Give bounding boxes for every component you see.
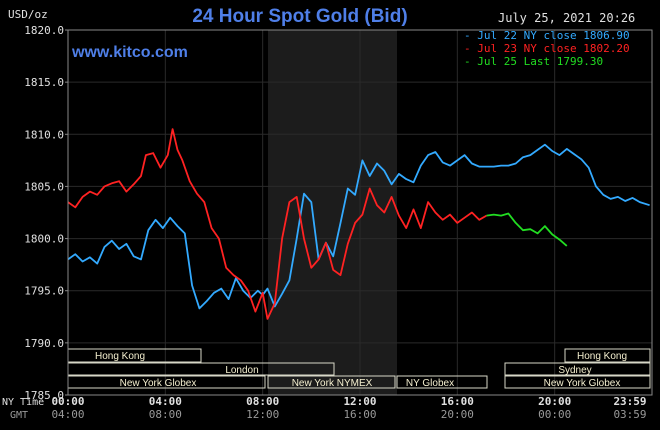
x-tick-label-ny: 12:00 [343,395,376,408]
y-tick-label: 1800.0 [24,233,64,246]
y-tick-label: 1810.0 [24,128,64,141]
y-tick-label: 1815.0 [24,76,64,89]
x-tick-label-gmt: 00:00 [538,408,571,421]
x-tick-label-ny: 04:00 [149,395,182,408]
series-group [67,128,650,320]
y-axis-ticks: 1820.0 1815.0 1810.0 1805.0 1800.0 1795.0 1790… [24,24,68,402]
gmt-caption: GMT [10,410,28,421]
session-london: London [225,365,258,376]
y-tick-label: 1805.0 [24,180,64,193]
session-hong-kong: Hong Kong [95,351,145,362]
legend-entry-jul23: - Jul 23 NY close 1802.20 [464,42,630,55]
plot-frame [67,29,653,396]
session-new-york-globex: New York Globex [120,378,197,389]
legend: - Jul 22 NY close 1806.90 - Jul 23 NY cl… [464,29,630,68]
session-sydney: Sydney [558,365,591,376]
y-tick-label: 1785.0 [24,389,64,402]
chart-title: 24 Hour Spot Gold (Bid) [192,6,407,27]
legend-entry-jul25: - Jul 25 Last 1799.30 [464,55,603,68]
x-tick-label-ny: 20:00 [538,395,571,408]
x-tick-label-ny: 08:00 [246,395,279,408]
y-tick-label: 1820.0 [24,24,64,37]
x-tick-label-gmt: 04:00 [51,408,84,421]
y-tick-label: 1795.0 [24,285,64,298]
x-tick-label-gmt: 03:59 [613,408,646,421]
x-axis-ticks: 00:0004:0004:0008:0008:0012:0012:0016:00… [51,395,646,421]
y-tick-label: 1790.0 [24,337,64,350]
session-new-york-globex-2: New York Globex [544,378,621,389]
series-line-jul23 [67,128,487,320]
chart-date: July 25, 2021 20:26 [498,11,635,25]
kitco-watermark: www.kitco.com [71,44,188,61]
ny-time-caption: NY Time [2,397,44,408]
x-tick-label-ny: 00:00 [51,395,84,408]
series-line-jul25 [486,212,568,247]
series-line-jul22 [67,143,650,310]
session-new-york-nymex: New York NYMEX [292,378,373,389]
x-tick-label-gmt: 20:00 [441,408,474,421]
legend-entry-jul22: - Jul 22 NY close 1806.90 [464,29,630,42]
x-tick-label-ny: 23:59 [613,395,646,408]
session-ny-globex: NY Globex [406,378,454,389]
nymex-session-band [268,30,397,395]
x-tick-label-gmt: 08:00 [149,408,182,421]
x-tick-label-gmt: 16:00 [343,408,376,421]
x-tick-label-ny: 16:00 [441,395,474,408]
session-hong-kong-2: Hong Kong [577,351,627,362]
x-tick-label-gmt: 12:00 [246,408,279,421]
y-axis-unit-label: USD/oz [8,8,48,21]
